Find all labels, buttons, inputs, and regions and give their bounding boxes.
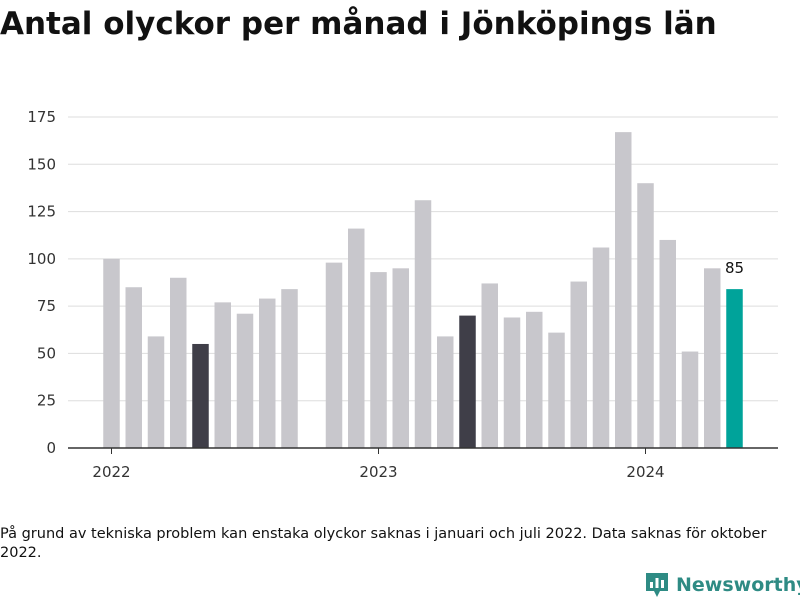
y-axis: 0 25 50 75 100 125 150 175 [27,108,56,457]
y-tick-label: 50 [37,344,56,362]
footnote: På grund av tekniska problem kan enstaka… [0,526,767,561]
bar [459,315,476,448]
bar [170,277,187,448]
bar [414,200,432,448]
bar [259,298,276,448]
x-axis: 2022 2023 2024 [92,448,665,481]
data-label: 85 [725,259,744,277]
x-tick-label: 2022 [92,463,130,481]
bar [192,343,209,448]
bar [526,311,543,448]
bar [481,283,498,448]
bar [681,351,699,448]
bar [370,272,387,448]
bar [726,289,743,448]
bar [437,336,454,448]
bar [348,228,365,448]
bar [281,289,298,448]
data-labels: 85 [725,259,744,277]
bar [325,262,343,448]
y-tick-label: 150 [27,155,56,173]
newsworthy-logo[interactable]: Newsworthy [644,570,800,600]
y-tick-label: 75 [37,297,56,315]
bar [637,183,654,448]
chart-title: Antal olyckor per månad i Jönköpings län [0,6,717,42]
bar [392,268,409,448]
newsworthy-logo-icon [646,573,668,597]
x-tick-label: 2023 [359,463,397,481]
bar [125,287,142,448]
bar [214,302,231,448]
bar [103,258,120,448]
bar [548,332,565,448]
y-tick-label: 0 [46,439,56,457]
bar [570,281,587,448]
bar-chart: 0 25 50 75 100 125 150 175 85 2022 2023 2024 [27,108,778,481]
bars [103,132,743,449]
bar [659,239,676,448]
bar [615,132,632,449]
bar [147,336,165,448]
bar [236,313,254,448]
bar [704,268,721,448]
y-tick-label: 175 [27,108,56,126]
y-tick-label: 125 [27,203,56,221]
bar [503,317,521,448]
brand-name: Newsworthy [676,574,800,596]
y-tick-label: 25 [37,392,56,410]
x-tick-label: 2024 [626,463,664,481]
y-tick-label: 100 [27,250,56,268]
bar [592,247,610,448]
